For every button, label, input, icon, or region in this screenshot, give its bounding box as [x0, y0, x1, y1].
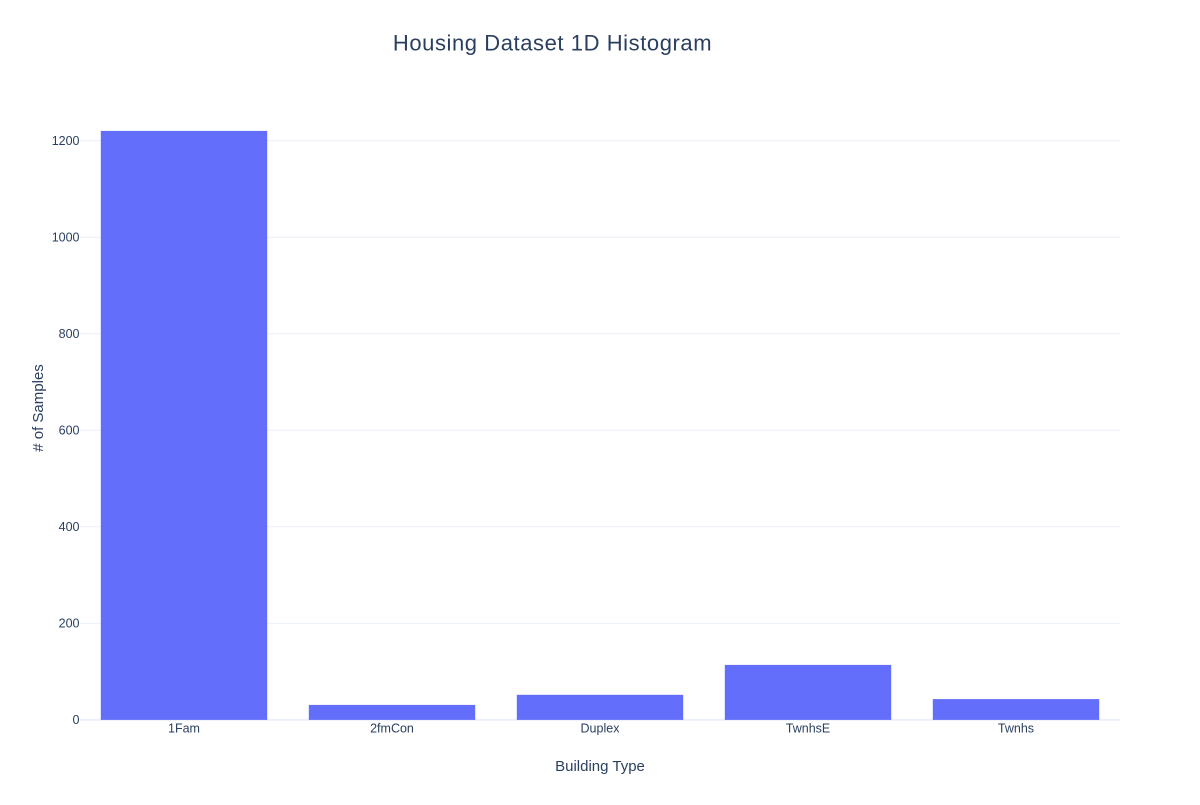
svg-text:1200: 1200: [52, 134, 80, 148]
svg-text:2fmCon: 2fmCon: [370, 722, 414, 736]
svg-text:1000: 1000: [52, 230, 80, 244]
svg-text:TwnhsE: TwnhsE: [786, 722, 830, 736]
svg-text:1Fam: 1Fam: [168, 722, 200, 736]
svg-text:600: 600: [59, 424, 80, 438]
svg-text:# of Samples: # of Samples: [30, 364, 47, 452]
svg-text:Building Type: Building Type: [555, 758, 645, 775]
svg-text:400: 400: [59, 520, 80, 534]
svg-text:200: 200: [59, 617, 80, 631]
svg-text:800: 800: [59, 327, 80, 341]
svg-text:Housing Dataset 1D Histogram: Housing Dataset 1D Histogram: [393, 31, 712, 56]
svg-text:Twnhs: Twnhs: [998, 722, 1034, 736]
svg-text:Duplex: Duplex: [581, 722, 621, 736]
svg-text:0: 0: [73, 713, 80, 727]
